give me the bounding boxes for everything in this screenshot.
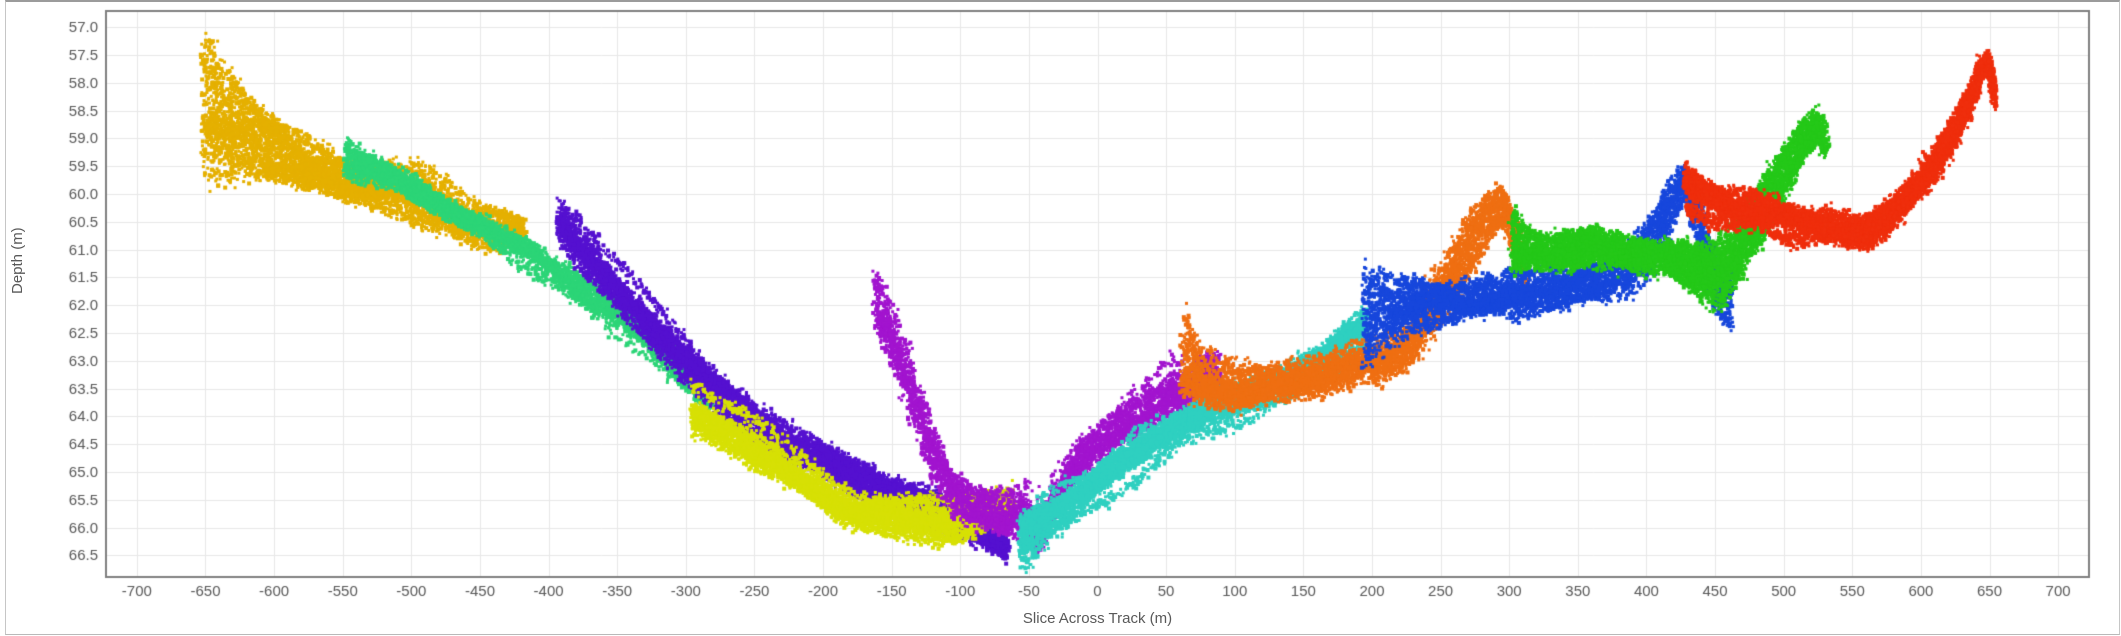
x-axis-title: Slice Across Track (m) — [1022, 610, 1173, 627]
